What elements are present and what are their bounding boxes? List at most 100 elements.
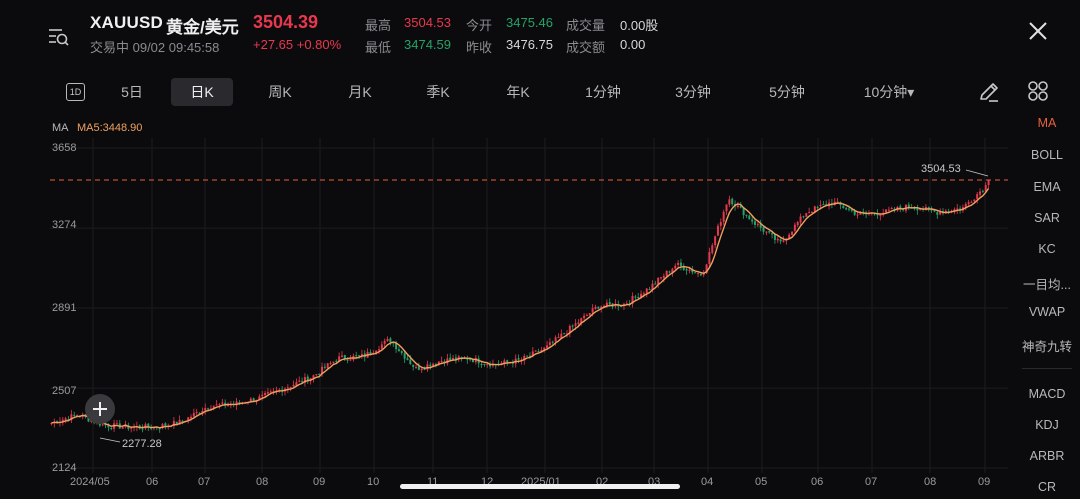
candle-body (261, 394, 264, 397)
candlestick-chart[interactable] (0, 0, 1012, 499)
indicator-grid-icon[interactable] (1027, 80, 1049, 102)
calendar-1d-icon: 1D (66, 83, 85, 101)
x-tick-label: 09 (978, 476, 991, 488)
candle-body (645, 288, 648, 294)
candle-body (660, 277, 662, 279)
sidebar-item-kc[interactable]: KC (1038, 242, 1056, 256)
candle-body (648, 289, 651, 291)
tab-quarterly-k[interactable]: 季K (426, 84, 450, 100)
candle-body (369, 352, 372, 354)
candle-body (500, 363, 503, 365)
candle-body (728, 199, 731, 205)
candle-body (620, 306, 623, 308)
close-icon[interactable] (1026, 19, 1050, 43)
min-marker-leader (99, 437, 121, 443)
sidebar-item-sar[interactable]: SAR (1034, 211, 1060, 225)
add-crosshair-button[interactable] (85, 394, 115, 424)
candle-body (796, 222, 799, 226)
candle-body (321, 366, 324, 375)
candle-body (976, 194, 979, 199)
candle-body (697, 273, 700, 275)
tab-weekly-k[interactable]: 周K (268, 84, 292, 100)
draw-pencil-icon[interactable] (977, 80, 1001, 104)
candle-body (164, 423, 167, 427)
tab-1min[interactable]: 1分钟 (585, 84, 621, 100)
candle-body (557, 337, 560, 339)
home-indicator (400, 484, 680, 489)
tab-monthly-k[interactable]: 月K (348, 84, 372, 100)
sidebar-item-kdj[interactable]: KDJ (1035, 418, 1059, 432)
tab-5day[interactable]: 5日 (121, 84, 143, 100)
candle-body (141, 428, 144, 430)
stat-label-prev-close: 昨收 (466, 40, 493, 55)
candle-body (195, 411, 198, 413)
candle-body (850, 209, 853, 211)
sidebar-item-vwap[interactable]: VWAP (1028, 305, 1066, 319)
x-tick-label: 08 (924, 476, 937, 488)
candle-body (671, 268, 674, 273)
candle-body (782, 240, 785, 242)
candle-body (548, 342, 551, 345)
candle-body (528, 355, 531, 357)
candle-body (762, 227, 765, 232)
candle-body (295, 382, 298, 386)
sidebar-item-arbr[interactable]: ARBR (1029, 449, 1065, 463)
sidebar-item-ichimoku[interactable]: 一目均... (1023, 278, 1071, 292)
x-tick-label: 10 (367, 476, 380, 488)
candle-body (759, 224, 762, 228)
candle-body (483, 363, 486, 365)
candle-body (554, 337, 557, 342)
candle-body (207, 408, 210, 410)
candle-body (890, 208, 893, 210)
sidebar-item-ema[interactable]: EMA (1033, 180, 1061, 194)
candle-body (340, 355, 343, 358)
y-tick-label: 3274 (52, 219, 77, 231)
candle-body (791, 231, 794, 236)
candle-body (375, 350, 378, 354)
sidebar-item-macd[interactable]: MACD (1028, 387, 1066, 401)
candle-body (446, 358, 449, 364)
tab-3min[interactable]: 3分钟 (675, 84, 711, 100)
candle-body (378, 349, 380, 351)
tab-10min-dropdown[interactable]: 10分钟▾ (863, 84, 915, 100)
candle-body (409, 359, 412, 365)
candle-body (175, 421, 178, 425)
candle-body (979, 191, 982, 195)
list-search-icon[interactable] (48, 26, 70, 48)
stat-value-open: 3475.46 (506, 15, 553, 30)
candle-body (192, 413, 195, 417)
candle-body (406, 358, 409, 361)
candle-body (50, 422, 53, 425)
candle-body (178, 420, 181, 425)
tab-5min[interactable]: 5分钟 (769, 84, 805, 100)
candle-body (919, 209, 922, 211)
candle-body (517, 358, 520, 360)
candle-body (335, 360, 338, 362)
tab-1d-icon[interactable]: 1D (60, 78, 90, 106)
sidebar-item-ma[interactable]: MA (1037, 116, 1057, 130)
candle-body (238, 402, 241, 404)
tab-daily-k[interactable]: 日K (171, 78, 233, 106)
candle-body (568, 325, 571, 334)
candle-body (583, 315, 586, 319)
sidebar-item-boll[interactable]: BOLL (1031, 148, 1063, 162)
candle-body (745, 214, 748, 216)
candle-body (172, 420, 175, 427)
candle-body (600, 306, 603, 309)
candle-body (298, 380, 301, 382)
candle-body (204, 407, 207, 411)
candle-body (506, 360, 509, 363)
candle-body (266, 392, 269, 394)
candle-body (853, 211, 856, 215)
candle-body (736, 205, 739, 208)
candle-body (540, 350, 543, 353)
ma5-line (51, 187, 990, 429)
candle-body (788, 234, 791, 239)
candle-body (819, 204, 822, 207)
sidebar-item-cr[interactable]: CR (1037, 480, 1057, 494)
stat-value-prev-close: 3476.75 (506, 37, 553, 52)
candle-body (76, 415, 79, 417)
sidebar-item-td9[interactable]: 神奇九转 (1021, 340, 1072, 354)
candle-body (338, 356, 341, 362)
tab-yearly-k[interactable]: 年K (506, 84, 530, 100)
